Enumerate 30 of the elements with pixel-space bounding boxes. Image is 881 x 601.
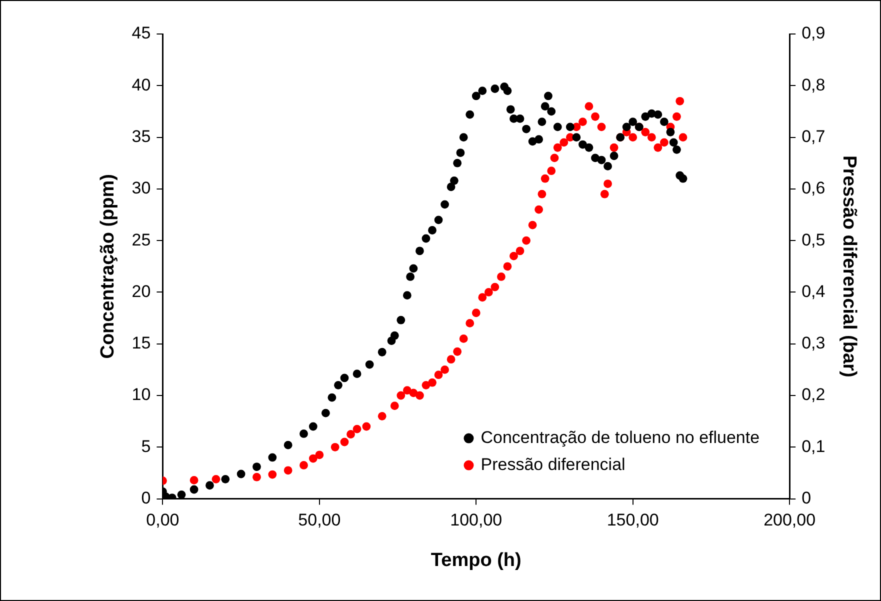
y-tick-label: 5 <box>141 436 151 456</box>
y-axis-title: Concentração (ppm) <box>98 174 119 359</box>
y2-tick-label: 0,9 <box>802 24 826 43</box>
y2-tick-label: 0,1 <box>802 436 826 456</box>
x-tick-label: 50,00 <box>298 510 341 530</box>
y2-tick-label: 0,2 <box>802 385 826 404</box>
y2-tick-label: 0,4 <box>802 282 826 301</box>
y2-tick-label: 0,5 <box>802 230 826 250</box>
y-tick-label: 30 <box>132 178 151 198</box>
y-tick-label: 45 <box>132 24 151 43</box>
y-tick-label: 25 <box>132 230 151 250</box>
y-tick-label: 10 <box>132 385 151 404</box>
y2-tick-label: 0,6 <box>802 178 826 198</box>
y-tick-label: 15 <box>132 334 151 353</box>
y2-tick-label: 0,7 <box>802 126 826 146</box>
y-tick-label: 35 <box>132 126 151 146</box>
x-tick-label: 150,00 <box>606 510 659 530</box>
y2-tick-label: 0,8 <box>802 75 826 94</box>
x-tick-label: 100,00 <box>450 510 502 530</box>
y-tick-label: 0 <box>141 488 151 508</box>
y-tick-label: 40 <box>132 75 151 94</box>
x-tick-label: 0,00 <box>146 510 180 530</box>
x-axis-title: Tempo (h) <box>430 550 522 571</box>
y-tick-label: 20 <box>132 282 151 301</box>
legend-label: Concentração de tolueno no efluente <box>480 428 760 447</box>
y2-tick-label: 0,3 <box>802 334 826 353</box>
y2-tick-label: 0 <box>802 488 812 508</box>
y2-axis-title: Pressão diferencial (bar) <box>838 156 860 378</box>
legend-label: Pressão diferencial <box>480 454 626 474</box>
x-tick-label: 200,00 <box>764 510 816 530</box>
